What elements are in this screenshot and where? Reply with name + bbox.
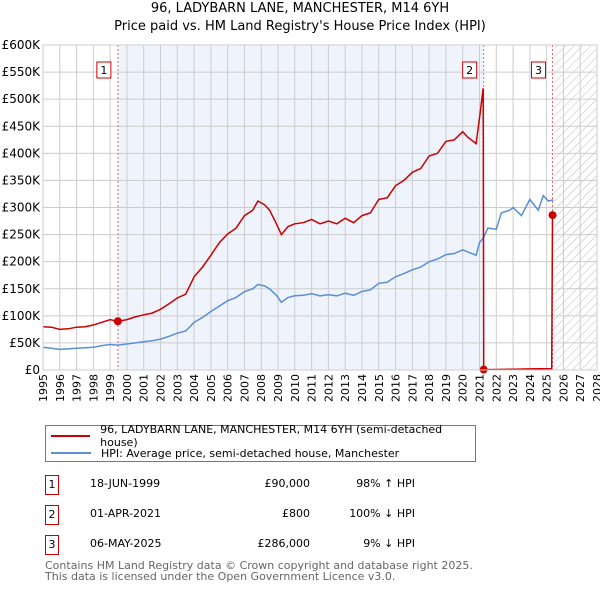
- y-tick-label: £550K: [2, 65, 42, 79]
- legend-swatch-property: [51, 435, 91, 437]
- transaction-date: 01-APR-2021: [90, 507, 162, 520]
- x-tick-label: 1996: [54, 374, 67, 402]
- x-tick-label: 2001: [138, 374, 151, 402]
- x-tick-label: 2024: [524, 374, 537, 402]
- x-tick-label: 1997: [71, 374, 84, 402]
- x-tick-label: 2016: [390, 374, 403, 402]
- transaction-hpi: 98% ↑ HPI: [356, 477, 415, 490]
- sale-label: 1: [100, 64, 107, 77]
- y-tick-label: £500K: [2, 92, 42, 106]
- x-tick-label: 2008: [255, 374, 268, 402]
- transaction-row: 3 06-MAY-2025 £286,000 9% ↓ HPI: [45, 535, 465, 555]
- legend-item-property: 96, LADYBARN LANE, MANCHESTER, M14 6YH (…: [46, 423, 475, 449]
- footer-licence: This data is licensed under the Open Gov…: [45, 570, 396, 583]
- x-tick-label: 2025: [541, 374, 554, 402]
- y-tick-label: £300K: [2, 201, 42, 215]
- chart-subtitle: Price paid vs. HM Land Registry's House …: [114, 19, 486, 34]
- y-tick-label: £600K: [2, 38, 42, 52]
- transaction-hpi: 100% ↓ HPI: [349, 507, 415, 520]
- y-tick-label: £400K: [2, 146, 42, 160]
- x-tick-label: 2010: [289, 374, 302, 402]
- y-tick-label: £350K: [2, 173, 42, 187]
- x-tick-label: 2002: [155, 374, 168, 402]
- plot-border: [42, 44, 598, 371]
- x-tick-label: 2020: [457, 374, 470, 402]
- sale-label-box: [531, 61, 547, 79]
- transaction-row: 1 18-JUN-1999 £90,000 98% ↑ HPI: [45, 475, 465, 495]
- y-tick-label: £100K: [2, 309, 42, 323]
- y-tick-label: £250K: [2, 228, 42, 242]
- y-tick-label: £200K: [2, 255, 42, 269]
- sale-label: 3: [535, 64, 542, 77]
- x-tick-label: 2009: [272, 374, 285, 402]
- y-tick-label: £150K: [2, 282, 42, 296]
- transaction-date: 18-JUN-1999: [90, 477, 161, 490]
- x-tick-label: 2018: [423, 374, 436, 402]
- sale-label-box: [96, 61, 112, 79]
- x-tick-label: 2004: [188, 374, 201, 402]
- x-tick-label: 2028: [591, 374, 600, 402]
- x-tick-label: 2011: [306, 374, 319, 402]
- transaction-marker: 1: [45, 475, 59, 495]
- x-tick-label: 1998: [87, 374, 100, 402]
- y-tick-label: £450K: [2, 119, 42, 133]
- x-tick-label: 2003: [171, 374, 184, 402]
- x-tick-label: 2014: [356, 374, 369, 402]
- x-tick-label: 1995: [37, 374, 50, 402]
- footer-copyright: Contains HM Land Registry data © Crown c…: [45, 559, 473, 572]
- x-tick-label: 2026: [557, 374, 570, 402]
- transaction-hpi: 9% ↓ HPI: [363, 537, 415, 550]
- legend: 96, LADYBARN LANE, MANCHESTER, M14 6YH (…: [45, 423, 476, 462]
- x-tick-label: 2021: [473, 374, 486, 402]
- x-tick-label: 2017: [406, 374, 419, 402]
- x-tick-label: 2022: [490, 374, 503, 402]
- transaction-price: £800: [282, 507, 310, 520]
- sale-label-box: [462, 61, 478, 79]
- x-tick-label: 2007: [238, 374, 251, 402]
- chart-title: 96, LADYBARN LANE, MANCHESTER, M14 6YH: [150, 1, 450, 16]
- sale-label: 2: [466, 64, 473, 77]
- x-tick-label: 2019: [440, 374, 453, 402]
- property-price-line: [42, 88, 554, 371]
- transaction-marker: 2: [45, 505, 59, 525]
- legend-swatch-hpi: [51, 452, 91, 454]
- transaction-date: 06-MAY-2025: [90, 537, 162, 550]
- x-tick-label: 2005: [205, 374, 218, 402]
- transaction-price: £90,000: [264, 477, 311, 490]
- x-tick-label: 2015: [373, 374, 386, 402]
- legend-item-hpi: HPI: Average price, semi-detached house,…: [46, 445, 399, 461]
- x-tick-label: 2000: [121, 374, 134, 402]
- sale-point: [113, 317, 122, 326]
- transaction-marker: 3: [45, 535, 59, 555]
- transaction-price: £286,000: [257, 537, 311, 550]
- x-tick-label: 1999: [104, 374, 117, 402]
- transaction-row: 2 01-APR-2021 £800 100% ↓ HPI: [45, 505, 465, 525]
- legend-label-property: 96, LADYBARN LANE, MANCHESTER, M14 6YH (…: [100, 423, 443, 449]
- x-tick-label: 2012: [322, 374, 335, 402]
- x-tick-label: 2023: [507, 374, 520, 402]
- sale-point: [548, 211, 557, 220]
- x-tick-label: 2006: [222, 374, 235, 402]
- price-chart: 1995 1996 1997 1998 1999 2000 2001 2002 2003 2004…: [2, 38, 600, 402]
- y-tick-label: £50K: [9, 336, 41, 350]
- legend-label-hpi: HPI: Average price, semi-detached house,…: [101, 446, 400, 460]
- x-tick-label: 2013: [339, 374, 352, 402]
- x-tick-label: 2027: [574, 374, 587, 402]
- y-tick-label: £0: [25, 363, 40, 377]
